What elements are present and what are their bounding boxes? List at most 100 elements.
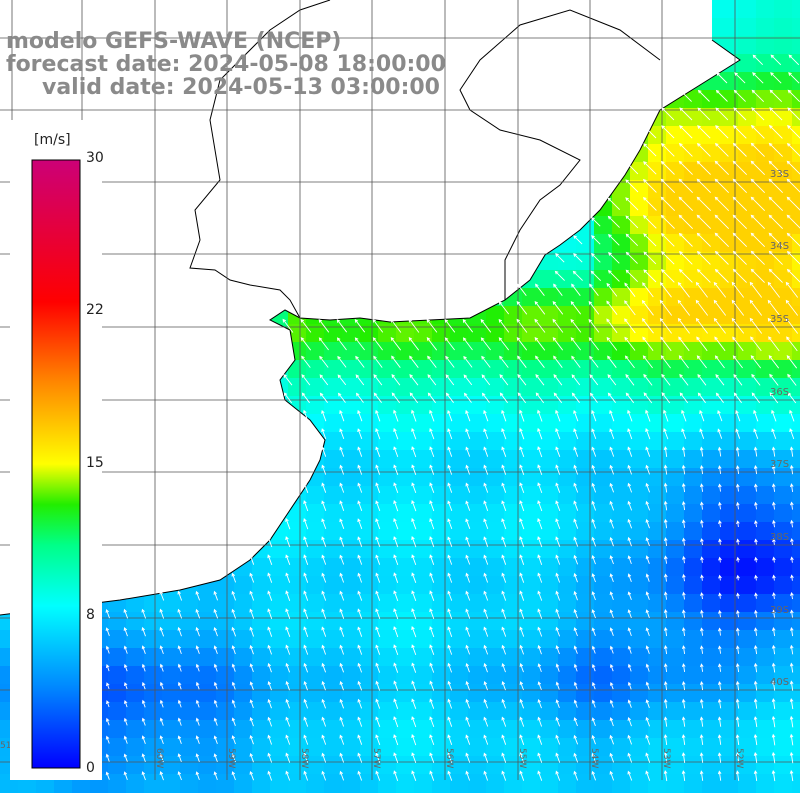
wind-arrow <box>303 572 309 583</box>
field-cell <box>396 684 415 703</box>
field-cell <box>774 594 793 613</box>
wind-arrow <box>718 519 722 528</box>
field-cell <box>306 378 325 397</box>
wind-arrow <box>391 374 401 386</box>
field-cell <box>792 252 800 271</box>
wind-arrow <box>609 555 614 565</box>
field-cell <box>414 756 433 775</box>
field-cell <box>540 738 559 757</box>
wind-arrow <box>627 717 632 727</box>
field-cell <box>720 594 739 613</box>
wind-arrow <box>609 699 614 708</box>
wind-arrow <box>429 716 435 728</box>
wind-arrow <box>643 233 657 247</box>
wind-arrow <box>553 392 563 404</box>
field-cell <box>324 684 343 703</box>
lat-label-39S: 39S <box>770 605 789 616</box>
field-cell <box>702 576 721 595</box>
wind-arrow <box>159 663 164 672</box>
field-cell <box>306 360 325 379</box>
wind-arrow <box>177 717 182 726</box>
wind-arrow <box>699 446 704 457</box>
wind-arrow <box>106 700 110 708</box>
field-cell <box>648 342 667 361</box>
wind-arrow <box>588 337 600 351</box>
field-cell <box>360 612 379 631</box>
wind-arrow <box>771 464 776 475</box>
wind-arrow <box>682 591 686 600</box>
field-cell <box>720 540 739 559</box>
field-cell <box>162 630 181 649</box>
field-cell <box>792 684 800 703</box>
field-cell <box>720 72 739 91</box>
wind-arrow <box>501 464 507 475</box>
wind-arrow <box>411 517 417 530</box>
field-cell <box>594 720 613 739</box>
wind-arrow <box>699 734 704 745</box>
wind-arrow <box>301 374 311 386</box>
field-cell <box>288 594 307 613</box>
field-cell <box>594 738 613 757</box>
field-cell <box>576 342 595 361</box>
field-cell <box>612 270 631 289</box>
field-cell <box>414 342 433 361</box>
wind-arrow <box>519 427 525 440</box>
field-cell <box>450 576 469 595</box>
wind-arrow <box>283 392 293 404</box>
field-cell <box>756 0 775 19</box>
wind-arrow <box>661 392 671 404</box>
wind-arrow <box>339 482 345 493</box>
field-cell <box>108 612 127 631</box>
wind-arrow <box>465 464 471 475</box>
wind-arrow <box>411 572 417 583</box>
wind-arrow <box>754 609 758 618</box>
wind-arrow <box>681 698 686 709</box>
wind-arrow <box>768 336 780 352</box>
field-cell <box>684 216 703 235</box>
field-cell <box>648 702 667 721</box>
wind-arrow <box>501 500 507 512</box>
wind-arrow <box>736 520 740 527</box>
field-cell <box>612 306 631 325</box>
field-cell <box>612 774 631 793</box>
field-cell <box>630 756 649 775</box>
wind-arrow <box>301 355 311 368</box>
field-cell <box>306 594 325 613</box>
wind-arrow <box>753 770 758 781</box>
field-cell <box>144 594 163 613</box>
field-cell <box>108 666 127 685</box>
wind-arrow <box>555 770 561 781</box>
field-cell <box>630 558 649 577</box>
field-cell <box>396 378 415 397</box>
wind-arrow <box>499 355 509 368</box>
wind-arrow <box>609 409 615 422</box>
field-cell <box>702 540 721 559</box>
field-cell <box>504 342 523 361</box>
wind-arrow <box>501 608 507 619</box>
wind-arrow <box>552 337 564 351</box>
field-cell <box>216 756 235 775</box>
field-cell <box>666 522 685 541</box>
wind-arrow <box>499 392 508 404</box>
field-cell <box>504 306 523 325</box>
colorbar-tick-22: 22 <box>86 302 104 318</box>
wind-arrow <box>429 734 435 746</box>
field-cell <box>288 702 307 721</box>
wind-arrow <box>141 753 146 763</box>
wind-arrow <box>627 752 633 763</box>
field-cell <box>774 234 793 253</box>
wind-arrow <box>681 409 687 422</box>
field-cell <box>342 468 361 487</box>
field-cell <box>468 612 487 631</box>
wind-arrow <box>375 446 381 457</box>
field-cell <box>738 126 757 145</box>
field-cell <box>612 486 631 505</box>
wind-arrow <box>339 608 345 619</box>
field-cell <box>594 360 613 379</box>
wind-arrow <box>213 590 219 601</box>
wind-arrow <box>625 197 639 211</box>
field-cell <box>612 504 631 523</box>
wind-arrow <box>609 609 614 619</box>
field-cell <box>450 666 469 685</box>
wind-arrow <box>624 318 636 334</box>
